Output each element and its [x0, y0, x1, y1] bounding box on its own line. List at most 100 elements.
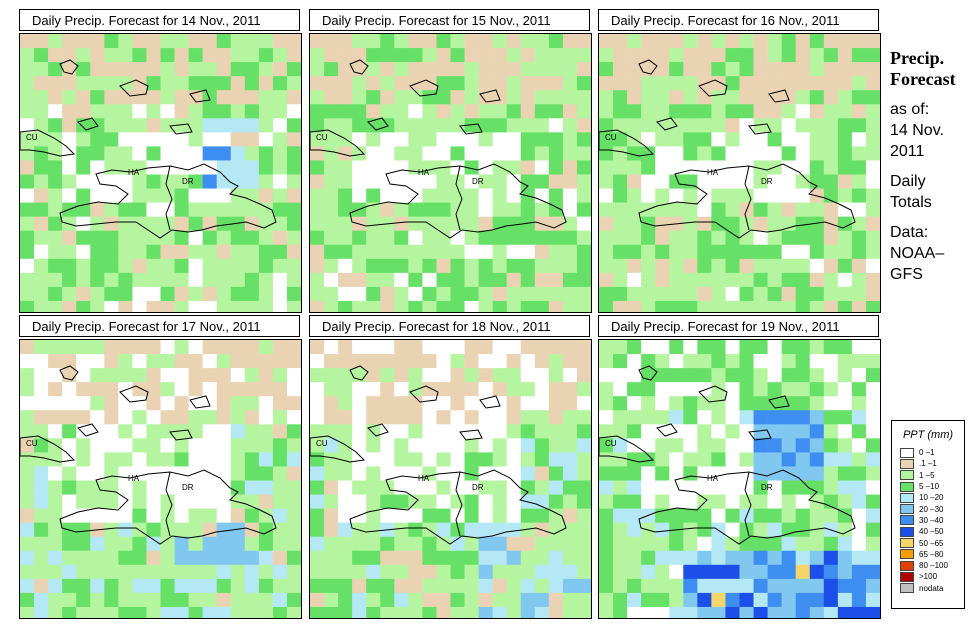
precip-cell [753, 104, 768, 119]
precip-cell [823, 34, 839, 49]
precip-cell [76, 258, 91, 274]
precip-cell [324, 536, 339, 552]
precip-cell [697, 536, 712, 552]
precip-cell [795, 340, 811, 355]
precip-cell [627, 368, 642, 383]
precip-cell [230, 76, 246, 91]
precip-cell [795, 34, 811, 49]
precip-cell [795, 48, 811, 63]
precip-cell [865, 522, 880, 537]
precip-cell [781, 244, 796, 260]
precip-cell [76, 202, 91, 217]
precip-cell [669, 34, 684, 49]
data-source-line1: Data: [890, 224, 929, 241]
panel-title: Daily Precip. Forecast for 19 Nov., 2011 [598, 315, 879, 337]
precip-cell [641, 76, 656, 91]
precip-cell [160, 438, 175, 453]
precip-cell [450, 536, 465, 552]
precip-cell [548, 424, 564, 439]
precip-cell [576, 508, 591, 523]
precip-cell [865, 146, 880, 161]
precip-cell [599, 494, 614, 509]
precip-cell [506, 368, 522, 383]
precip-cell [104, 396, 119, 411]
precip-cell [324, 480, 339, 495]
precip-cell [436, 76, 451, 91]
precip-cell [244, 606, 260, 618]
precip-cell [562, 174, 578, 189]
precip-cell [739, 494, 754, 509]
precip-cell [520, 216, 536, 231]
precip-cell [62, 424, 77, 439]
precip-cell [739, 410, 754, 425]
hispaniola-coastline [638, 163, 856, 239]
precip-cell [506, 452, 522, 467]
totals-line1: Daily [890, 173, 926, 190]
precip-cell [62, 466, 77, 481]
precip-cell [188, 174, 203, 189]
precip-cell [450, 272, 465, 288]
precip-cell [324, 90, 339, 105]
label-haiti: HA [707, 474, 719, 483]
precip-cell [641, 34, 656, 49]
precip-cell [338, 368, 353, 383]
hispaniola-coastline [638, 469, 856, 545]
precip-cell [34, 104, 49, 119]
precip-cell [422, 160, 437, 175]
precip-cell [711, 76, 726, 91]
precip-cell [338, 564, 353, 580]
precip-cell [48, 104, 63, 119]
precip-cell [837, 438, 853, 453]
precip-cell [62, 146, 77, 161]
precip-cell [202, 118, 217, 133]
precip-cell [310, 132, 325, 147]
precip-cell [576, 480, 591, 495]
precip-cell [669, 550, 684, 566]
precip-cell [90, 272, 105, 288]
precip-cell [753, 592, 768, 608]
precip-cell [324, 160, 339, 175]
precip-cell [118, 216, 133, 231]
precip-cell [286, 188, 301, 203]
precip-cell [436, 104, 451, 119]
precip-cell [781, 508, 796, 523]
precip-cell [697, 34, 712, 49]
precip-cell [62, 62, 77, 77]
precip-cell [697, 368, 712, 383]
precip-cell [823, 258, 839, 274]
precip-cell [464, 522, 479, 537]
precip-cell [352, 118, 367, 133]
precip-cell [394, 578, 409, 594]
precip-cell [174, 272, 189, 288]
precip-cell [492, 146, 507, 161]
precip-cell [613, 34, 628, 49]
precip-cell [90, 354, 105, 369]
precip-cell [324, 258, 339, 274]
precip-cell [132, 480, 147, 495]
precip-cell [90, 160, 105, 175]
precip-cell [422, 564, 437, 580]
precip-cell [338, 160, 353, 175]
precip-cell [324, 76, 339, 91]
precip-cell [286, 258, 301, 274]
precip-cell [48, 606, 63, 618]
precip-cell [216, 300, 232, 312]
precip-cell [865, 216, 880, 231]
precip-cell [48, 216, 63, 231]
precip-cell [90, 368, 105, 383]
precip-cell [837, 244, 853, 260]
precip-cell [338, 174, 353, 189]
data-source-line2: NOAA– [890, 245, 945, 262]
precip-cell [795, 104, 811, 119]
precip-cell [781, 466, 796, 481]
precip-cell [478, 494, 493, 509]
precip-cell [352, 452, 367, 467]
precip-cell [324, 564, 339, 580]
precip-cell [655, 354, 670, 369]
precip-cell [534, 174, 550, 189]
precip-cell [352, 382, 367, 397]
precip-cell [76, 578, 91, 594]
island-coastline [367, 423, 389, 437]
precip-cell [865, 76, 880, 91]
precip-cell [809, 410, 825, 425]
